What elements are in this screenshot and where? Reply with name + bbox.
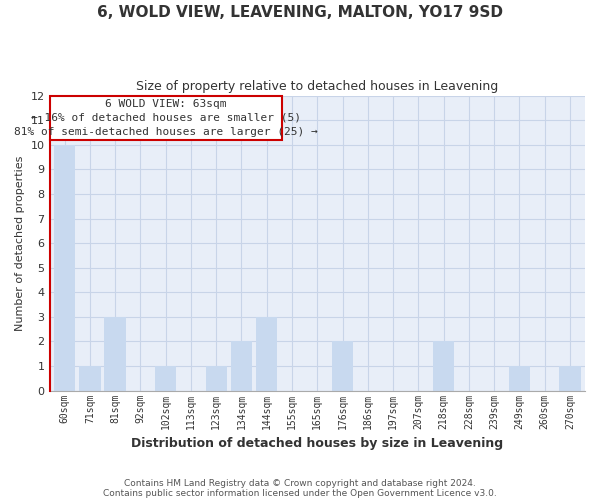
Y-axis label: Number of detached properties: Number of detached properties: [15, 156, 25, 331]
Bar: [332, 342, 353, 390]
Bar: [104, 317, 126, 390]
Text: Contains public sector information licensed under the Open Government Licence v3: Contains public sector information licen…: [103, 488, 497, 498]
Bar: [231, 342, 252, 390]
Bar: [256, 317, 277, 390]
Text: 6, WOLD VIEW, LEAVENING, MALTON, YO17 9SD: 6, WOLD VIEW, LEAVENING, MALTON, YO17 9S…: [97, 5, 503, 20]
Title: Size of property relative to detached houses in Leavening: Size of property relative to detached ho…: [136, 80, 499, 93]
Bar: [54, 144, 76, 390]
Bar: [155, 366, 176, 390]
Bar: [433, 342, 454, 390]
Bar: [559, 366, 581, 390]
Bar: [79, 366, 101, 390]
Bar: [509, 366, 530, 390]
Bar: [206, 366, 227, 390]
X-axis label: Distribution of detached houses by size in Leavening: Distribution of detached houses by size …: [131, 437, 503, 450]
Text: Contains HM Land Registry data © Crown copyright and database right 2024.: Contains HM Land Registry data © Crown c…: [124, 478, 476, 488]
Text: 6 WOLD VIEW: 63sqm
← 16% of detached houses are smaller (5)
81% of semi-detached: 6 WOLD VIEW: 63sqm ← 16% of detached hou…: [14, 99, 317, 137]
